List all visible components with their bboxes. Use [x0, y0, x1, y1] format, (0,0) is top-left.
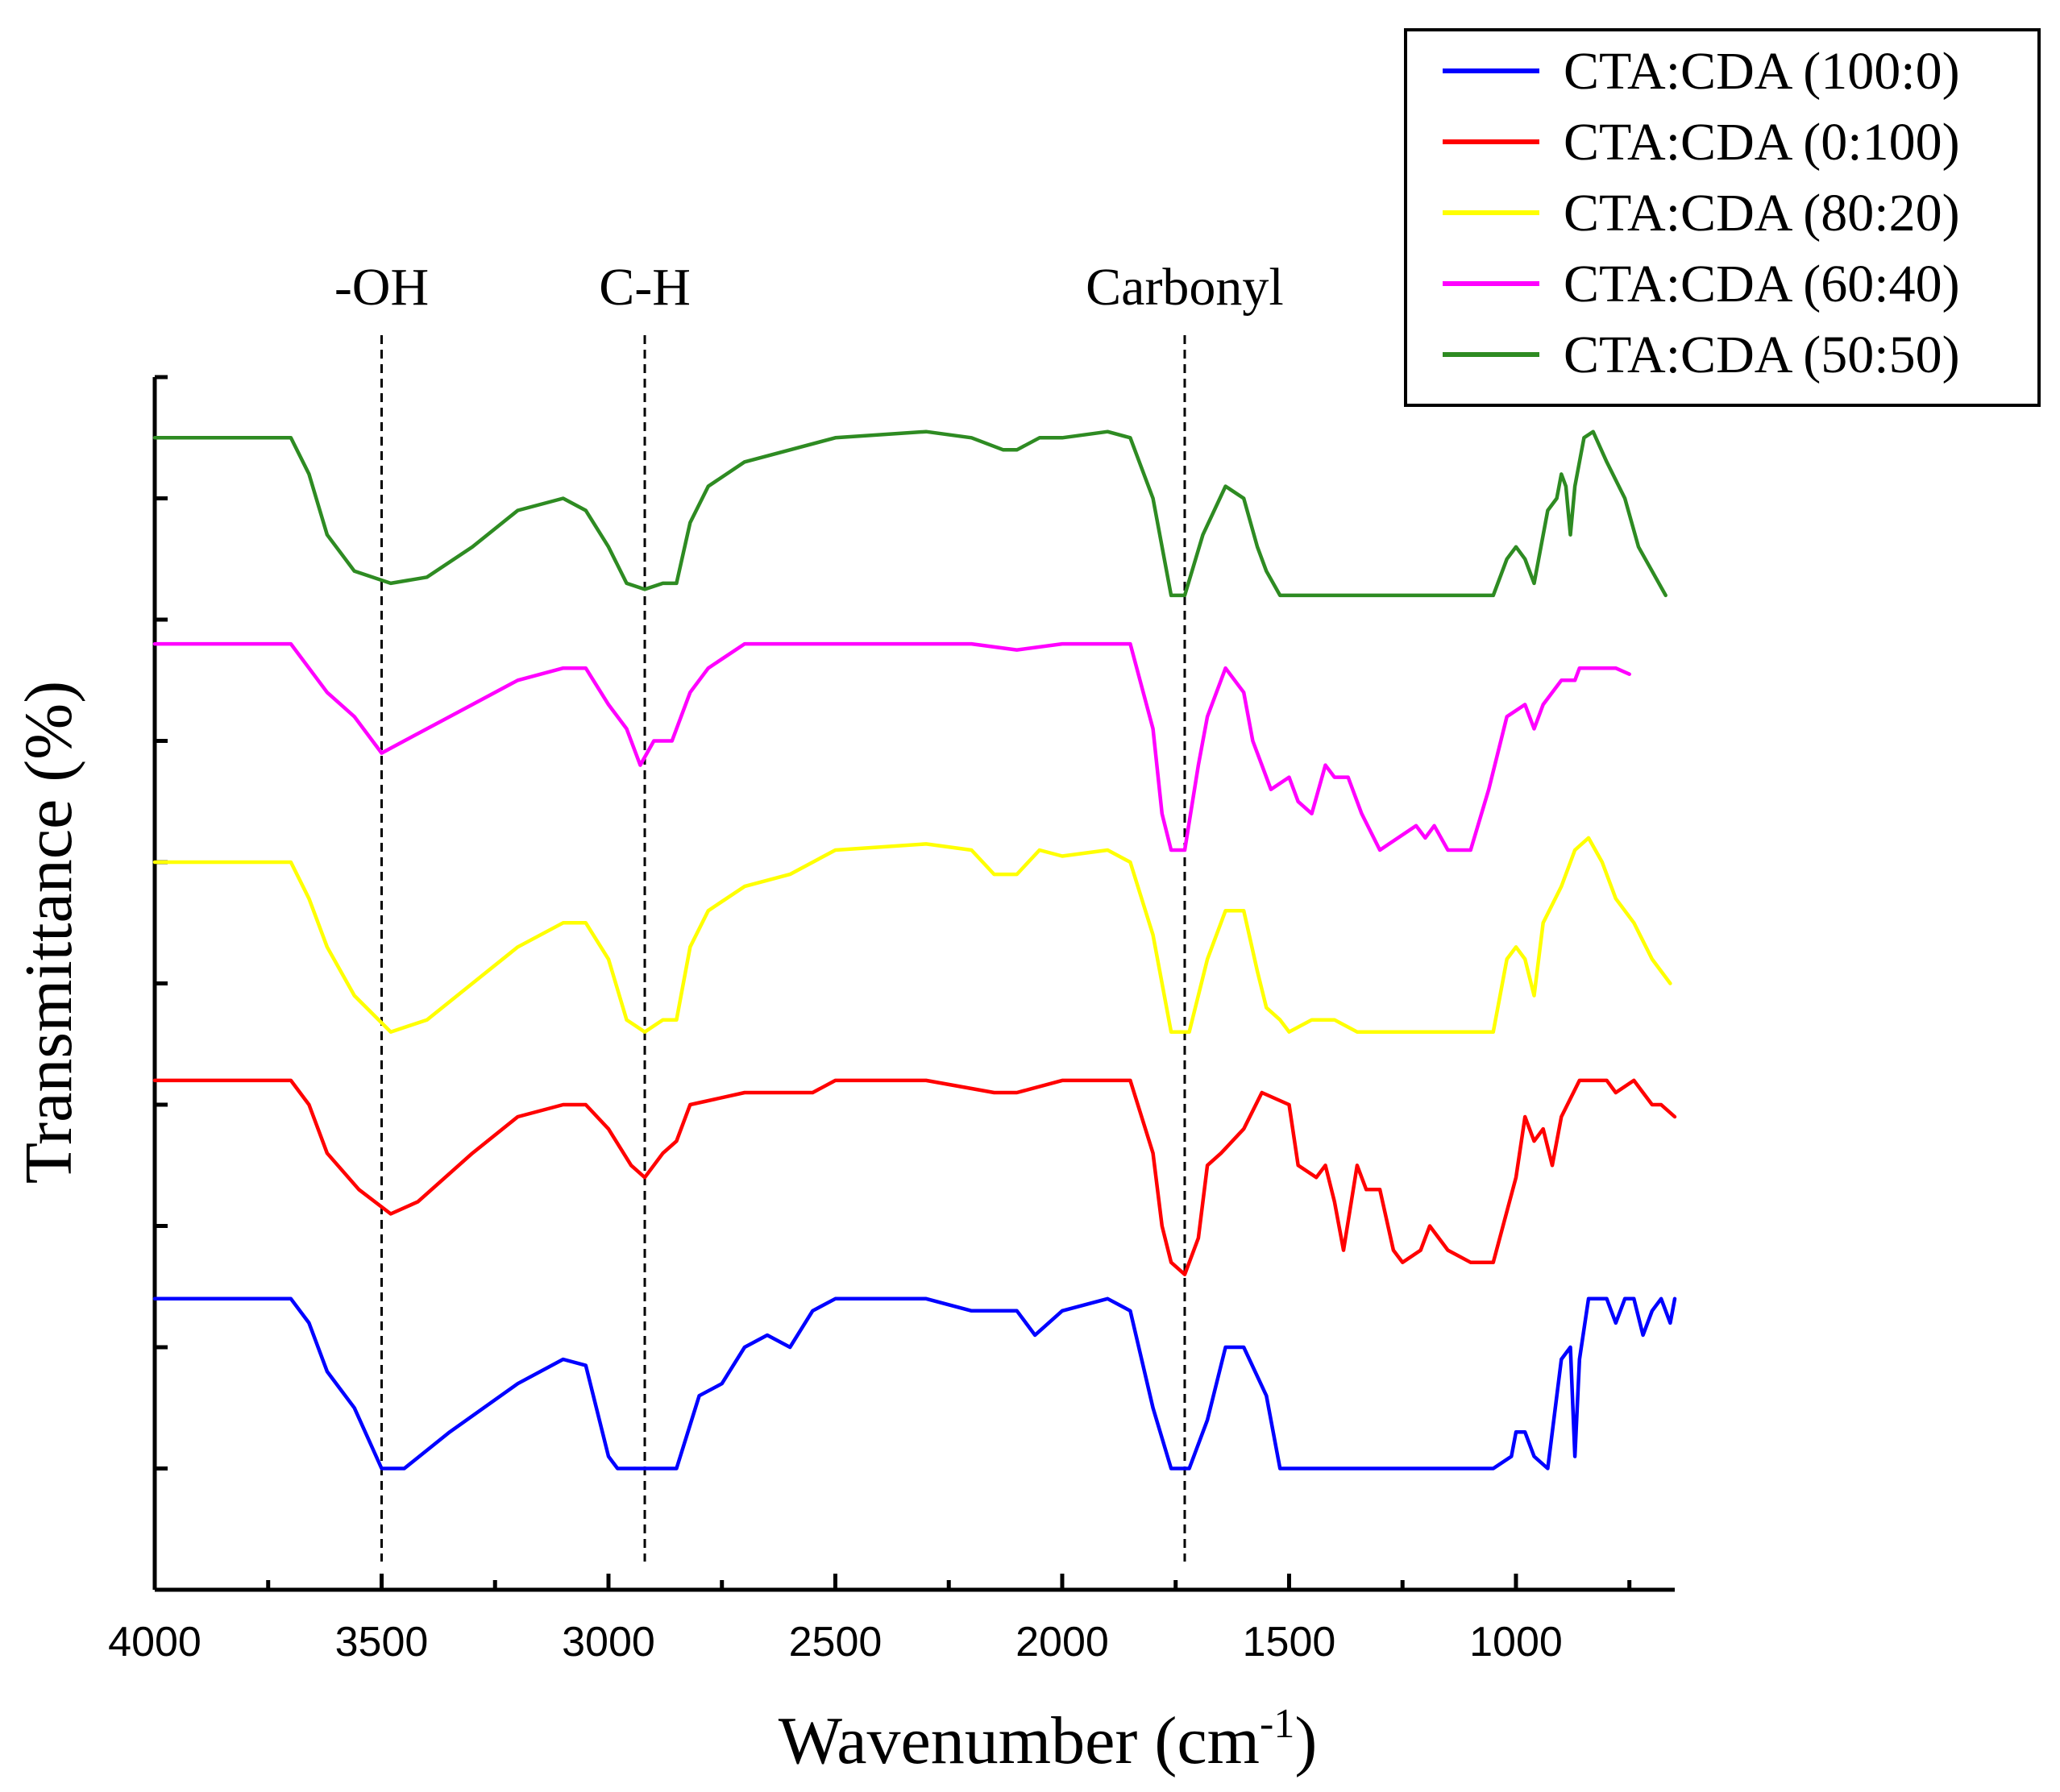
- legend-label: CTA:CDA (0:100): [1564, 113, 1960, 172]
- series-line-4: [152, 641, 1631, 852]
- legend: CTA:CDA (100:0) CTA:CDA (0:100) CTA:CDA (8…: [1404, 28, 2041, 407]
- legend-label: CTA:CDA (60:40): [1564, 255, 1960, 313]
- x-axis-title-superscript: -1: [1260, 1701, 1294, 1747]
- annotation-label: -OH: [334, 258, 429, 317]
- series-line-2: [152, 1078, 1677, 1276]
- x-axis-title-main: Wavenumber (cm: [779, 1703, 1260, 1778]
- series-line-1: [152, 1296, 1677, 1471]
- y-axis-title: Transmittance (%): [11, 681, 86, 1184]
- x-tick-label: 1000: [1469, 1619, 1563, 1665]
- x-tick-label: 1500: [1243, 1619, 1336, 1665]
- x-axis-title-close: ): [1294, 1703, 1317, 1778]
- peak-annotations: -OH C-H Carbonyl: [334, 258, 1284, 1562]
- x-tick-label: 4000: [108, 1619, 201, 1665]
- legend-label: CTA:CDA (80:20): [1564, 184, 1960, 243]
- series-line-5: [152, 429, 1668, 598]
- annotation-label: Carbonyl: [1086, 258, 1284, 317]
- x-tick-label: 3000: [562, 1619, 655, 1665]
- legend-box: [1404, 28, 2041, 407]
- x-tick-label: 2500: [789, 1619, 883, 1665]
- x-tick-label: 2000: [1015, 1619, 1109, 1665]
- spectra: [152, 429, 1677, 1471]
- series-line-3: [152, 836, 1672, 1034]
- axes: 4000 3500 3000 2500 2000 1500 1000: [108, 375, 1675, 1665]
- legend-label: CTA:CDA (50:50): [1564, 326, 1960, 384]
- annotation-label: C-H: [599, 258, 691, 317]
- x-axis-title: Wavenumber (cm-1): [779, 1701, 1318, 1778]
- x-tick-label: 3500: [335, 1619, 429, 1665]
- legend-label: CTA:CDA (100:0): [1564, 42, 1960, 101]
